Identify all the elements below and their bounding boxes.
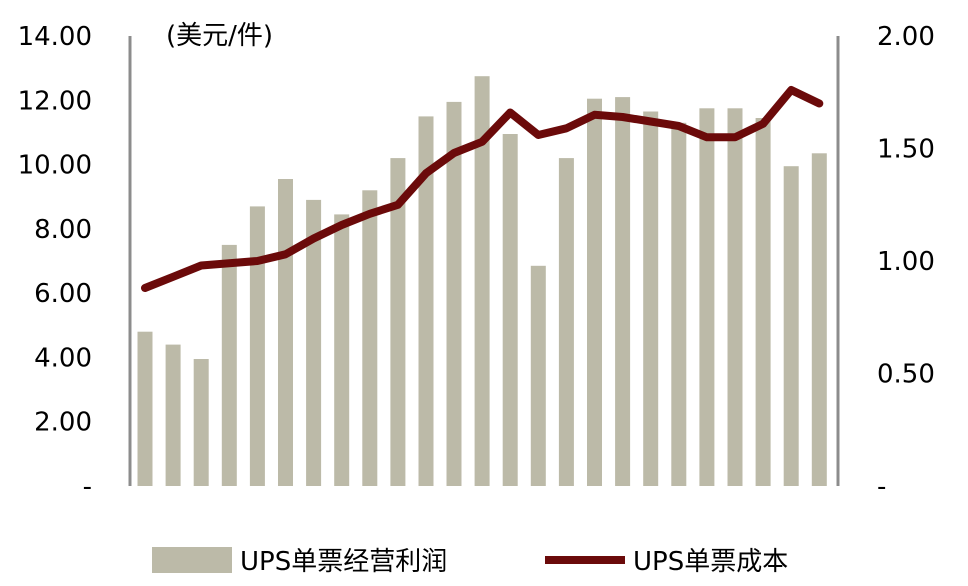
right-axis-ticks: - 0.50 1.00 1.50 2.00 xyxy=(877,22,935,502)
left-tick-label: 14.00 xyxy=(18,22,92,52)
bar xyxy=(699,108,715,487)
bar xyxy=(474,76,490,486)
legend-label-cost: UPS单票成本 xyxy=(633,547,788,577)
left-tick-label: - xyxy=(83,472,92,502)
bar xyxy=(446,101,462,487)
bar xyxy=(165,344,181,486)
bar xyxy=(811,153,827,487)
operating-profit-bars xyxy=(137,76,827,487)
left-axis-ticks: - 2.00 4.00 6.00 8.00 10.00 12.00 14.00 xyxy=(18,22,92,502)
cost-per-package-line xyxy=(141,86,824,292)
bar xyxy=(390,158,406,486)
bar xyxy=(783,166,799,486)
bar xyxy=(558,158,574,486)
bar xyxy=(137,331,153,486)
bar xyxy=(530,265,546,486)
bar xyxy=(671,122,687,487)
bar xyxy=(193,359,209,486)
right-tick-label: 2.00 xyxy=(877,22,935,52)
left-tick-label: 6.00 xyxy=(34,279,92,309)
bar xyxy=(502,134,518,486)
bar xyxy=(249,206,265,486)
legend: UPS单票经营利润 UPS单票成本 xyxy=(152,547,788,577)
bar xyxy=(334,214,350,486)
left-tick-label: 8.00 xyxy=(34,215,92,245)
bar xyxy=(221,244,237,486)
left-tick-label: 10.00 xyxy=(18,151,92,181)
bar xyxy=(587,98,602,486)
legend-swatch-operating-profit xyxy=(152,547,232,573)
right-tick-label: - xyxy=(877,472,886,502)
bar xyxy=(727,108,743,487)
left-tick-label: 4.00 xyxy=(34,343,92,373)
bar xyxy=(278,179,293,486)
bar xyxy=(418,116,434,487)
right-tick-label: 0.50 xyxy=(877,360,935,390)
bar xyxy=(643,111,659,486)
left-tick-label: 2.00 xyxy=(34,408,92,438)
left-tick-label: 12.00 xyxy=(18,86,92,116)
bar xyxy=(755,118,771,486)
right-tick-label: 1.00 xyxy=(877,247,935,277)
bar xyxy=(362,190,378,487)
bar xyxy=(615,97,631,486)
right-tick-label: 1.50 xyxy=(877,135,935,165)
bar xyxy=(306,199,322,486)
unit-label: (美元/件) xyxy=(166,21,273,51)
legend-label-operating-profit: UPS单票经营利润 xyxy=(240,547,447,577)
